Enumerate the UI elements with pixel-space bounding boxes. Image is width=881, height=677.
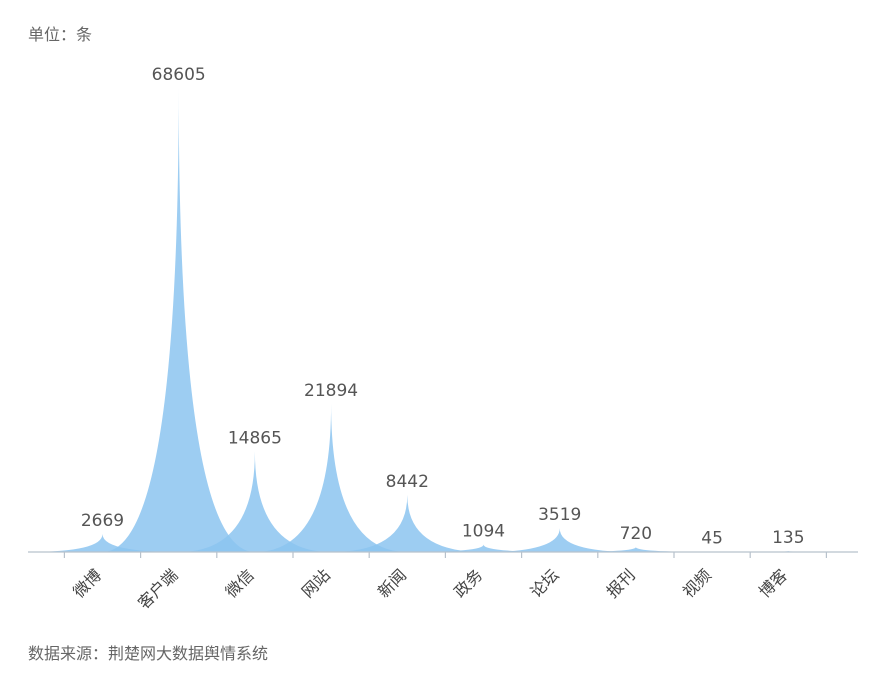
x-tick-label: 论坛 xyxy=(526,565,562,601)
x-tick-label: 新闻 xyxy=(374,565,410,601)
value-label: 68605 xyxy=(152,65,206,85)
x-tick-label: 报刊 xyxy=(603,565,639,601)
peak-1 xyxy=(26,533,179,552)
chart-peaks xyxy=(26,88,865,552)
value-label: 3519 xyxy=(538,505,581,525)
value-label: 45 xyxy=(701,529,723,549)
value-label: 720 xyxy=(620,524,652,544)
x-tick-label: 网站 xyxy=(298,565,334,601)
x-axis xyxy=(28,551,858,558)
peak-5 xyxy=(331,494,484,552)
value-label: 135 xyxy=(772,528,804,548)
value-label: 1094 xyxy=(462,522,505,542)
x-tick-label: 客户端 xyxy=(134,565,181,612)
x-tick-label: 微博 xyxy=(69,565,105,601)
value-label: 21894 xyxy=(304,381,358,401)
value-labels: 2669 68605 14865 21894 8442 1094 3519 720 45 135 xyxy=(81,65,805,549)
value-label: 8442 xyxy=(386,472,429,492)
x-tick-label: 政务 xyxy=(450,565,486,601)
peak-3 xyxy=(178,451,332,552)
x-tick-label: 微信 xyxy=(222,565,258,601)
peak-2 xyxy=(102,88,255,552)
x-tick-label: 视频 xyxy=(679,565,715,601)
peak-8 xyxy=(559,547,713,552)
source-label: 数据来源：荆楚网大数据舆情系统 xyxy=(28,644,269,663)
unit-label: 单位：条 xyxy=(28,25,93,44)
peak-4 xyxy=(254,403,408,552)
value-label: 2669 xyxy=(81,511,124,531)
peak-6 xyxy=(407,544,560,552)
x-tick-labels: 微博 客户端 微信 网站 新闻 政务 论坛 报刊 视频 博客 xyxy=(69,565,791,612)
peak-7 xyxy=(483,528,636,552)
value-label: 14865 xyxy=(228,428,282,448)
x-tick-label: 博客 xyxy=(755,565,791,601)
